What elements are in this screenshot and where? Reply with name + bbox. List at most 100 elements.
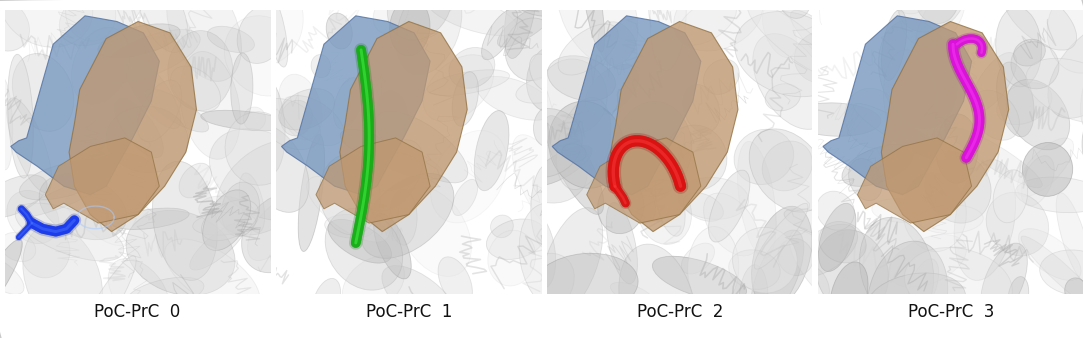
Ellipse shape [112, 208, 190, 230]
Ellipse shape [1010, 42, 1059, 89]
Ellipse shape [6, 98, 52, 193]
Ellipse shape [1016, 177, 1083, 213]
Ellipse shape [678, 0, 736, 45]
Ellipse shape [123, 56, 181, 129]
Ellipse shape [474, 111, 509, 191]
Ellipse shape [664, 125, 727, 190]
Ellipse shape [397, 187, 471, 276]
Ellipse shape [377, 91, 408, 141]
Ellipse shape [841, 144, 913, 186]
Polygon shape [552, 16, 701, 195]
Ellipse shape [21, 224, 70, 278]
Ellipse shape [126, 210, 235, 295]
Ellipse shape [259, 99, 321, 150]
Ellipse shape [168, 31, 233, 111]
Ellipse shape [430, 130, 507, 223]
Ellipse shape [190, 222, 246, 270]
Ellipse shape [915, 0, 958, 24]
Ellipse shape [732, 227, 797, 293]
Ellipse shape [762, 4, 796, 57]
Ellipse shape [683, 193, 723, 221]
Polygon shape [340, 22, 467, 232]
Ellipse shape [738, 142, 777, 258]
Ellipse shape [486, 219, 545, 260]
Ellipse shape [19, 160, 110, 200]
Ellipse shape [819, 221, 866, 263]
Ellipse shape [996, 83, 1052, 124]
Ellipse shape [889, 235, 966, 287]
Ellipse shape [334, 78, 362, 129]
Ellipse shape [139, 0, 187, 52]
Ellipse shape [325, 208, 403, 290]
Ellipse shape [165, 239, 260, 313]
Ellipse shape [516, 75, 576, 103]
Ellipse shape [917, 205, 983, 234]
Ellipse shape [791, 224, 858, 277]
Ellipse shape [797, 265, 830, 305]
Ellipse shape [439, 257, 472, 306]
Ellipse shape [611, 283, 654, 306]
Ellipse shape [585, 65, 638, 115]
Ellipse shape [243, 125, 309, 212]
Ellipse shape [231, 53, 253, 124]
Ellipse shape [225, 112, 292, 185]
Ellipse shape [1040, 250, 1083, 296]
Ellipse shape [598, 180, 644, 234]
Ellipse shape [681, 243, 715, 274]
Ellipse shape [749, 129, 826, 212]
Ellipse shape [908, 259, 939, 314]
Ellipse shape [1014, 39, 1045, 66]
Ellipse shape [995, 7, 1042, 87]
Ellipse shape [203, 190, 250, 250]
Ellipse shape [794, 30, 851, 83]
Ellipse shape [342, 256, 404, 312]
Ellipse shape [1081, 65, 1083, 128]
Ellipse shape [688, 226, 739, 310]
Ellipse shape [1047, 0, 1083, 73]
Ellipse shape [754, 203, 808, 269]
Ellipse shape [201, 200, 259, 241]
Ellipse shape [298, 135, 325, 251]
Text: PoC-PrC  3: PoC-PrC 3 [908, 303, 994, 321]
Ellipse shape [1003, 0, 1077, 50]
Ellipse shape [396, 0, 461, 75]
Ellipse shape [762, 141, 812, 191]
Polygon shape [11, 16, 159, 195]
Ellipse shape [678, 177, 748, 219]
Ellipse shape [12, 53, 74, 131]
Polygon shape [587, 138, 701, 223]
Ellipse shape [278, 74, 323, 140]
Ellipse shape [704, 193, 759, 256]
Ellipse shape [652, 256, 746, 301]
Ellipse shape [427, 70, 509, 96]
Ellipse shape [453, 72, 479, 126]
Ellipse shape [224, 16, 303, 96]
Ellipse shape [971, 52, 1017, 112]
Ellipse shape [0, 175, 48, 218]
Ellipse shape [264, 0, 288, 67]
Ellipse shape [507, 254, 574, 321]
Ellipse shape [217, 140, 317, 235]
Ellipse shape [981, 243, 1028, 319]
Ellipse shape [363, 140, 423, 211]
Ellipse shape [326, 13, 352, 49]
Ellipse shape [845, 88, 900, 148]
Ellipse shape [477, 76, 554, 120]
Ellipse shape [482, 9, 518, 60]
Ellipse shape [519, 203, 586, 311]
Ellipse shape [66, 195, 127, 246]
Ellipse shape [374, 213, 412, 279]
Ellipse shape [374, 0, 408, 33]
Ellipse shape [278, 89, 335, 130]
Ellipse shape [655, 169, 686, 236]
Ellipse shape [886, 0, 926, 14]
Text: PoC-PrC  0: PoC-PrC 0 [94, 303, 181, 321]
Ellipse shape [704, 59, 740, 95]
Ellipse shape [497, 1, 559, 47]
Ellipse shape [618, 244, 695, 338]
Ellipse shape [878, 19, 957, 128]
Ellipse shape [153, 161, 218, 281]
Ellipse shape [784, 209, 859, 240]
Ellipse shape [925, 153, 991, 223]
Ellipse shape [510, 0, 577, 17]
